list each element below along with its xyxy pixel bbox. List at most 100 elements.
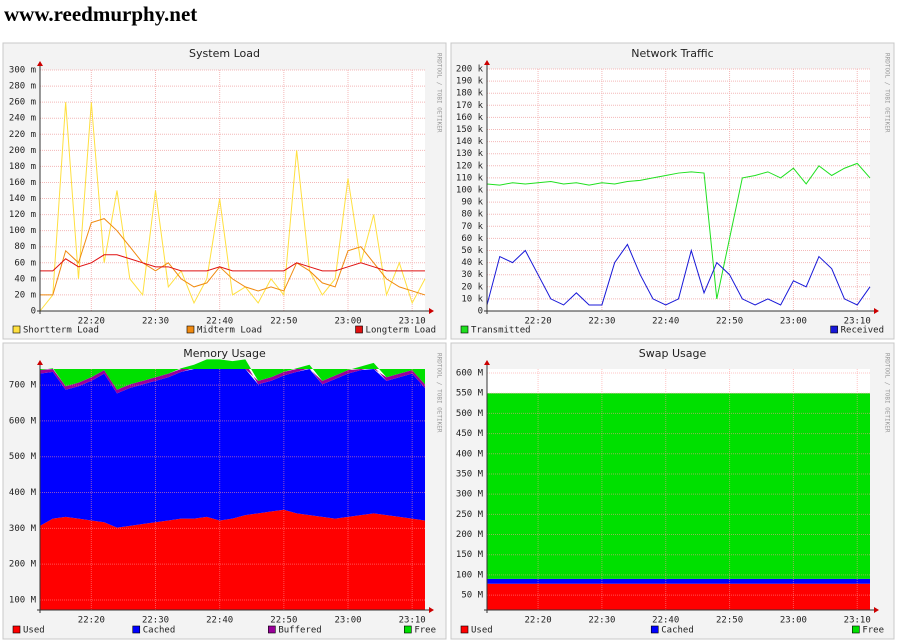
- legend-label: Cached: [661, 626, 694, 636]
- legend-swatch: [460, 325, 469, 334]
- stacked-area: [40, 362, 425, 394]
- x-tick-label: 22:20: [525, 616, 552, 626]
- stacked-area: [40, 509, 425, 610]
- y-tick-label: 130 k: [456, 149, 484, 159]
- legend-label: Shortterm Load: [23, 326, 99, 336]
- axis-arrow: [874, 308, 879, 314]
- y-tick-label: 30 k: [461, 270, 483, 280]
- x-tick-label: 22:50: [270, 317, 297, 327]
- y-tick-label: 550 M: [456, 389, 484, 399]
- x-tick-label: 22:40: [652, 616, 679, 626]
- x-tick-label: 23:00: [780, 616, 807, 626]
- watermark: RRDTOOL / TOBI OETIKER: [436, 353, 443, 433]
- y-tick-label: 300 M: [456, 490, 484, 500]
- chart-title: System Load: [189, 47, 260, 60]
- series-line: [486, 162, 871, 300]
- y-tick-label: 40 k: [461, 258, 483, 268]
- chart-title: Network Traffic: [631, 47, 713, 60]
- y-tick-label: 80 m: [14, 242, 36, 252]
- x-tick-label: 23:10: [399, 317, 426, 327]
- watermark: RRDTOOL / TOBI OETIKER: [884, 53, 891, 133]
- y-tick-label: 600 M: [456, 369, 484, 379]
- legend-label: Used: [23, 626, 45, 636]
- legend-swatch: [355, 325, 363, 334]
- stacked-area: [40, 369, 425, 528]
- legend-swatch: [404, 625, 412, 634]
- x-tick-label: 23:00: [334, 616, 361, 626]
- x-tick-label: 22:50: [716, 616, 743, 626]
- x-tick-label: 22:30: [588, 317, 615, 327]
- y-tick-label: 150 k: [456, 125, 484, 135]
- y-tick-label: 220 m: [9, 130, 36, 140]
- x-tick-label: 22:30: [142, 317, 169, 327]
- legend-swatch: [650, 625, 659, 634]
- series-line: [40, 254, 425, 272]
- axis-arrow: [429, 308, 434, 314]
- y-tick-label: 240 m: [9, 114, 36, 124]
- y-tick-label: 200 M: [456, 530, 484, 540]
- y-tick-label: 140 k: [456, 137, 484, 147]
- x-tick-label: 22:30: [142, 616, 169, 626]
- y-tick-label: 500 M: [456, 409, 484, 419]
- y-tick-label: 200 k: [456, 65, 484, 75]
- x-tick-label: 22:20: [78, 317, 105, 327]
- y-tick-label: 90 k: [461, 198, 483, 208]
- y-tick-label: 250 M: [456, 510, 484, 520]
- legend-label: Buffered: [278, 626, 321, 636]
- axis-arrow: [37, 61, 43, 66]
- y-tick-label: 180 k: [456, 89, 484, 99]
- x-tick-label: 22:20: [78, 616, 105, 626]
- x-tick-label: 23:10: [399, 616, 426, 626]
- legend-swatch: [830, 325, 838, 334]
- y-tick-label: 10 k: [461, 294, 483, 304]
- y-tick-label: 20 m: [14, 290, 36, 300]
- series-line: [40, 218, 426, 296]
- y-tick-label: 100 k: [456, 186, 484, 196]
- legend-label: Midterm Load: [197, 326, 262, 336]
- legend-label: Cached: [143, 626, 176, 636]
- stacked-area: [40, 359, 425, 390]
- watermark: RRDTOOL / TOBI OETIKER: [884, 353, 891, 433]
- y-tick-label: 100 m: [9, 226, 36, 236]
- legend-label: Transmitted: [471, 326, 531, 336]
- x-tick-label: 22:50: [270, 616, 297, 626]
- y-tick-label: 400 M: [456, 449, 484, 459]
- legend-swatch: [132, 625, 141, 634]
- plot-area: [40, 70, 425, 311]
- x-tick-label: 22:30: [588, 616, 615, 626]
- stacked-area: [487, 393, 870, 579]
- y-tick-label: 160 m: [9, 178, 36, 188]
- y-tick-label: 180 m: [9, 162, 36, 172]
- legend-swatch: [186, 325, 195, 334]
- y-tick-label: 110 k: [456, 173, 484, 183]
- y-tick-label: 100 M: [9, 595, 37, 605]
- chart-title: Memory Usage: [183, 347, 266, 360]
- legend-label: Free: [862, 626, 884, 636]
- y-tick-label: 600 M: [9, 416, 37, 426]
- watermark: RRDTOOL / TOBI OETIKER: [436, 53, 443, 133]
- y-tick-label: 500 M: [9, 452, 37, 462]
- y-tick-label: 260 m: [9, 98, 36, 108]
- y-tick-label: 200 m: [9, 146, 36, 156]
- axis-arrow: [429, 607, 434, 613]
- y-tick-label: 50 k: [461, 246, 483, 256]
- legend-swatch: [852, 625, 860, 634]
- y-tick-label: 700 M: [9, 381, 37, 391]
- y-tick-label: 140 m: [9, 194, 36, 204]
- stacked-area: [487, 583, 870, 610]
- y-tick-label: 150 M: [456, 550, 484, 560]
- legend-label: Used: [471, 626, 493, 636]
- legend-swatch: [460, 625, 469, 634]
- y-tick-label: 170 k: [456, 101, 484, 111]
- y-tick-label: 190 k: [456, 77, 484, 87]
- x-tick-label: 22:20: [525, 317, 552, 327]
- axis-arrow: [874, 607, 879, 613]
- y-tick-label: 20 k: [461, 282, 483, 292]
- plot-area: [487, 69, 870, 311]
- y-tick-label: 80 k: [461, 210, 483, 220]
- legend-label: Longterm Load: [366, 326, 436, 336]
- y-tick-label: 120 m: [9, 210, 36, 220]
- legend-swatch: [12, 325, 21, 334]
- y-tick-label: 60 k: [461, 234, 483, 244]
